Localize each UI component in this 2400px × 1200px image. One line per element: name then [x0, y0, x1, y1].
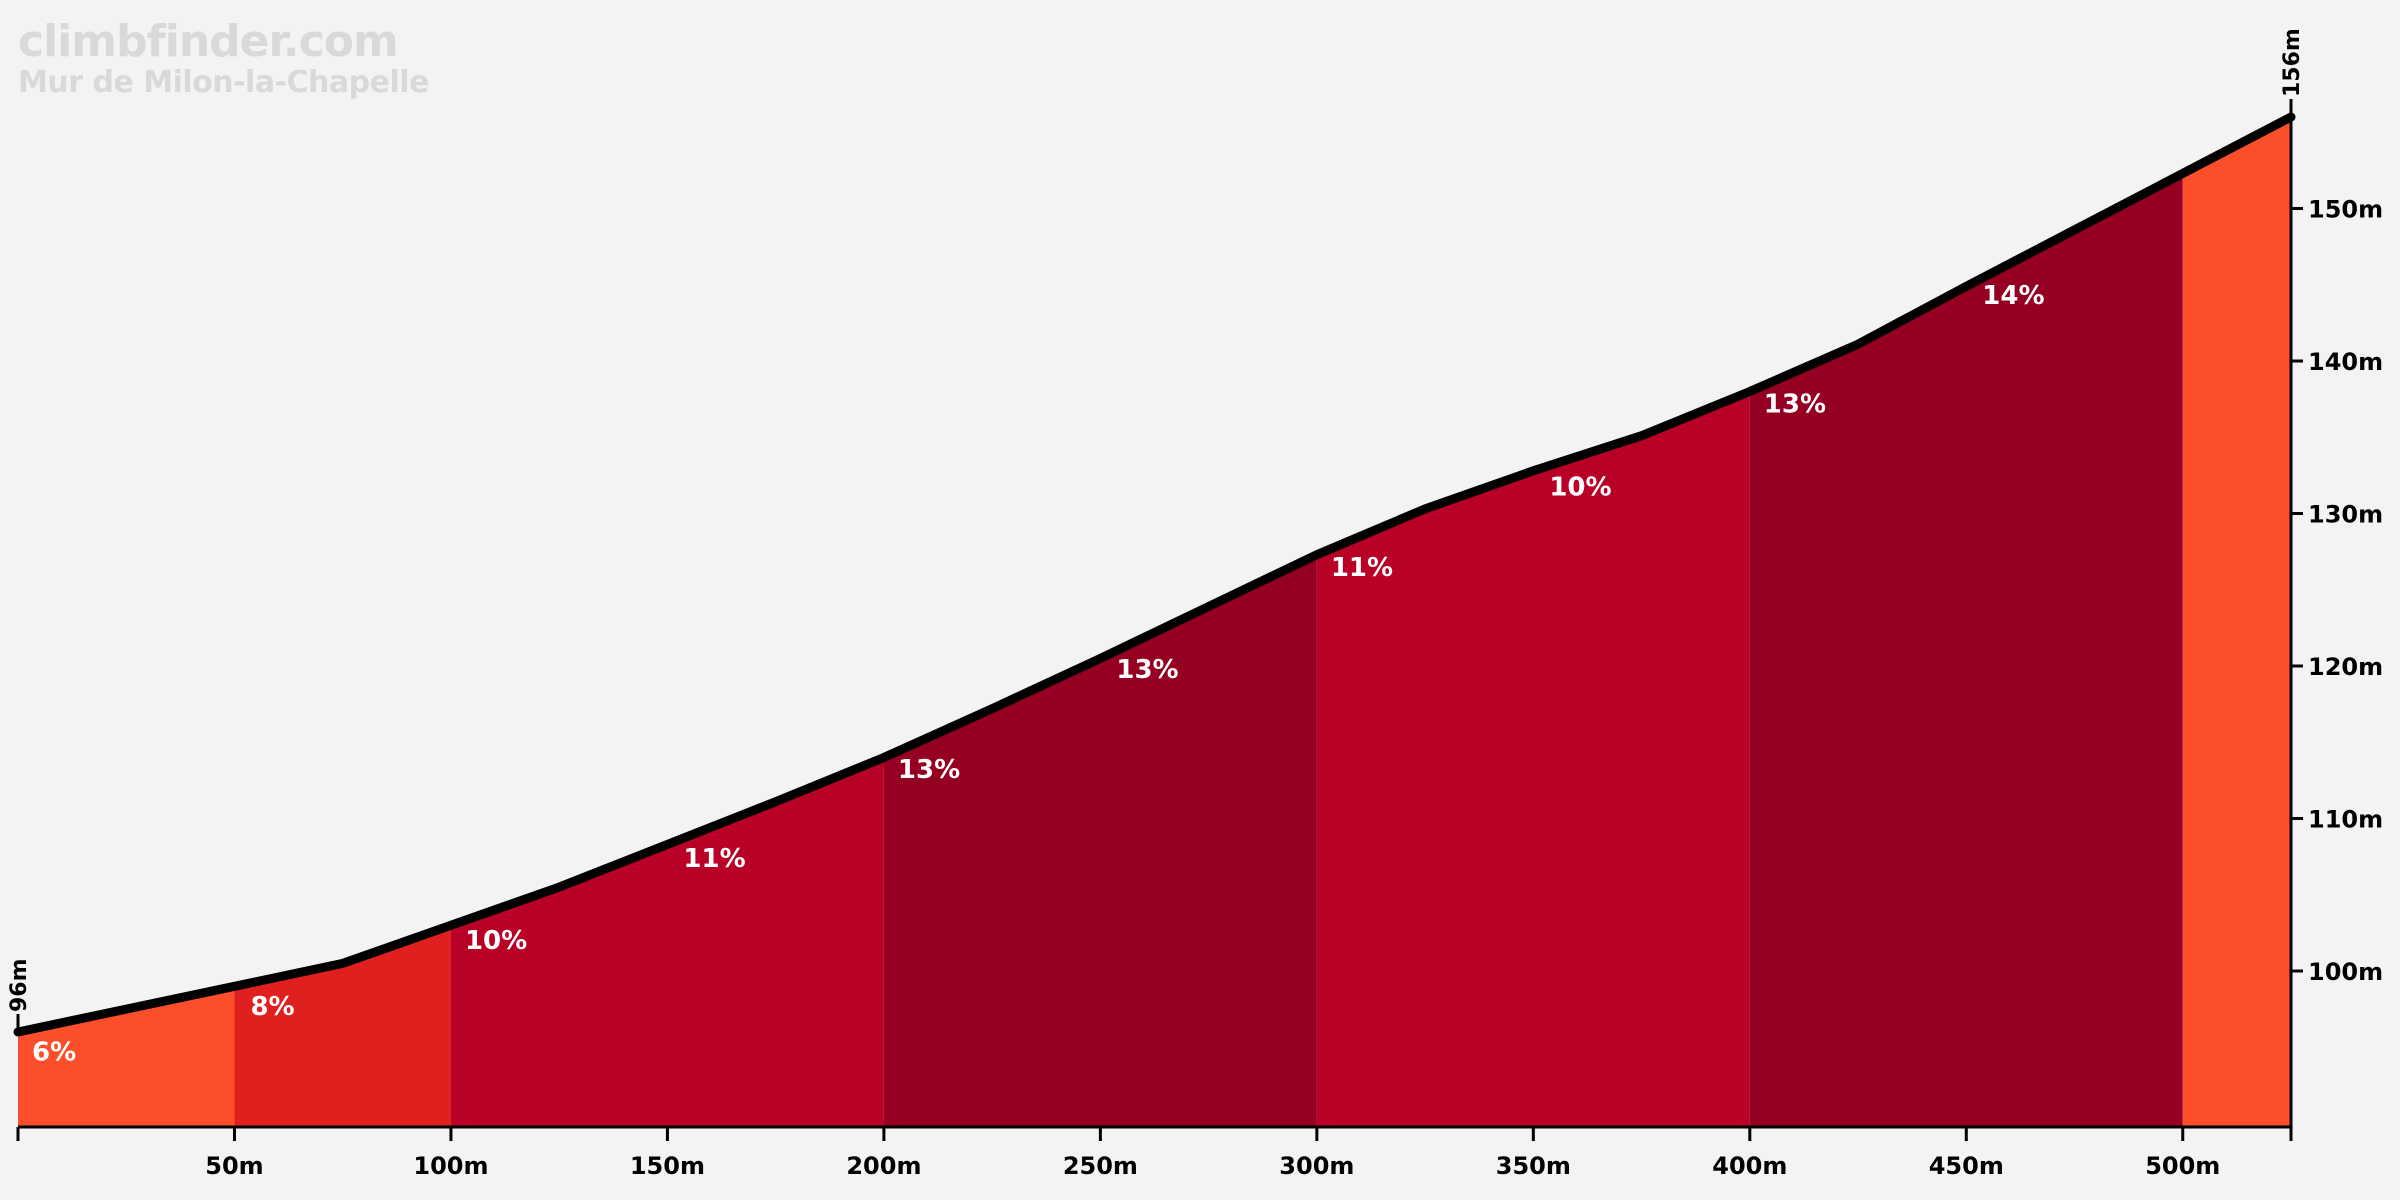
gradient-segment-5 [1749, 173, 2183, 1128]
profile-line [13, 112, 2296, 1037]
gradient-label-2: 10% [465, 926, 527, 956]
gradient-label-4: 13% [898, 755, 960, 785]
gradient-label-5: 13% [1116, 655, 1178, 685]
gradient-segment-1 [234, 925, 451, 1127]
y-tick-label-2: 120m [2308, 653, 2383, 681]
gradient-label-6: 11% [1331, 553, 1393, 583]
gradient-segment-6 [2182, 117, 2291, 1127]
x-tick-label-9: 500m [2145, 1152, 2220, 1180]
x-tick-label-0: 50m [205, 1152, 263, 1180]
x-tick-label-4: 250m [1063, 1152, 1138, 1180]
gradient-segment-2 [450, 757, 884, 1127]
gradient-label-8: 13% [1764, 389, 1826, 419]
gradient-segment-3 [883, 554, 1317, 1127]
axes: 50m 100m 150m 200m 250m 300m 350m 400m 450m 500m 1… [7, 28, 2383, 1180]
gradient-label-3: 11% [683, 844, 745, 874]
gradient-label-1: 8% [250, 992, 294, 1022]
watermark: climbfinder.com Mur de Milon-la-Chapelle [18, 16, 429, 101]
y-tick-label-5: 150m [2308, 196, 2383, 224]
gradient-label-9: 14% [1982, 281, 2044, 311]
x-tick-label-2: 150m [630, 1152, 705, 1180]
x-tick-label-7: 400m [1712, 1152, 1787, 1180]
x-tick-label-5: 300m [1279, 1152, 1354, 1180]
gradient-segments [18, 117, 2291, 1128]
x-tick-label-1: 100m [413, 1152, 488, 1180]
x-tick-label-8: 450m [1929, 1152, 2004, 1180]
start-elevation-label: 96m [7, 958, 32, 1012]
gradient-segment-4 [1316, 391, 1750, 1127]
watermark-climb-name: Mur de Milon-la-Chapelle [18, 65, 429, 101]
gradient-label-0: 6% [32, 1038, 76, 1068]
y-tick-label-3: 130m [2308, 501, 2383, 529]
y-tick-label-1: 110m [2308, 806, 2383, 834]
x-tick-label-3: 200m [846, 1152, 921, 1180]
profile-line-layer [13, 112, 2296, 1037]
gradient-label-7: 10% [1549, 473, 1611, 503]
x-tick-label-6: 350m [1496, 1152, 1571, 1180]
y-tick-label-4: 140m [2308, 348, 2383, 376]
gradient-labels: 6% 8% 10% 11% 13% 13% 11% 10% 13% 14% [32, 281, 2045, 1067]
watermark-site: climbfinder.com [18, 16, 399, 67]
y-tick-label-0: 100m [2308, 958, 2383, 986]
end-elevation-label: 156m [2280, 28, 2305, 97]
